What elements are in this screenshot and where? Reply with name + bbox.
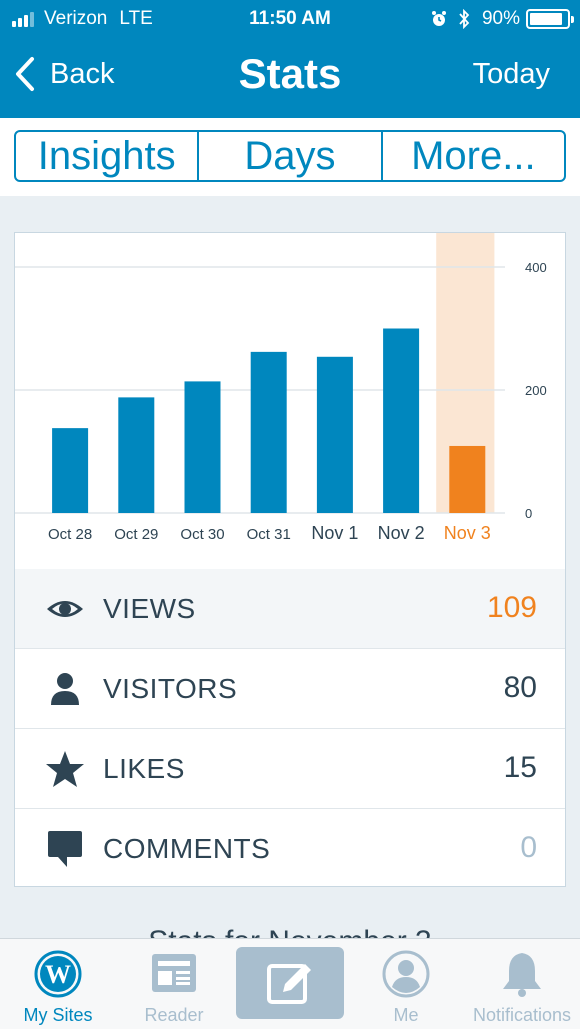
- x-tick-label: Oct 28: [48, 526, 92, 543]
- bar: [449, 445, 486, 513]
- metric-row-visitors[interactable]: VISITORS 80: [15, 649, 565, 729]
- x-tick-label: Oct 31: [247, 526, 291, 543]
- bar: [383, 328, 420, 513]
- nav-bar: Back Stats Today: [0, 38, 580, 118]
- metric-row-views[interactable]: VIEWS 109: [15, 569, 565, 649]
- segment-bar: Insights Days More...: [0, 118, 580, 196]
- y-tick-label: 200: [525, 383, 547, 398]
- wordpress-icon: W: [34, 950, 82, 998]
- tab-me[interactable]: Me: [348, 939, 464, 1029]
- status-right: 90%: [430, 8, 574, 30]
- tab-label: Reader: [144, 1005, 204, 1025]
- tab-label: Me: [393, 1005, 419, 1025]
- y-tick-label: 0: [525, 506, 532, 521]
- back-button[interactable]: Back: [14, 56, 114, 92]
- bluetooth-icon: [459, 9, 470, 29]
- tab-notifications[interactable]: Notifications: [464, 939, 580, 1029]
- x-tick-label: Nov 3: [444, 523, 491, 543]
- x-tick-label: Nov 2: [378, 523, 425, 543]
- page-title: Stats: [238, 50, 342, 97]
- metric-label: VISITORS: [103, 673, 238, 704]
- back-label: Back: [50, 57, 115, 90]
- metric-value: 15: [503, 751, 537, 784]
- today-button[interactable]: Today: [472, 58, 550, 90]
- bar: [316, 356, 353, 513]
- metric-row-likes[interactable]: LIKES 15: [15, 729, 565, 809]
- bell-icon: [503, 953, 541, 997]
- tab-bar: W My Sites Reader Me Not: [0, 938, 580, 1029]
- battery-percent: 90%: [481, 8, 520, 29]
- battery-icon: [526, 9, 574, 29]
- alarm-icon: [431, 11, 446, 26]
- views-bar-chart: 400 200 0 Oct 28 Oct 29 Oct 30 Oct 31 Nov 1 Nov …: [15, 233, 547, 543]
- tab-label: My Sites: [23, 1005, 93, 1025]
- x-tick-label: Nov 1: [311, 523, 358, 543]
- me-icon: [382, 950, 430, 998]
- signal-icon: [12, 11, 36, 27]
- bar: [118, 397, 155, 513]
- x-tick-label: Oct 29: [114, 526, 158, 543]
- tab-reader[interactable]: Reader: [116, 939, 232, 1029]
- reader-icon: [152, 954, 196, 992]
- svg-text:W: W: [45, 960, 71, 989]
- person-icon: [51, 673, 79, 705]
- metric-row-comments[interactable]: COMMENTS 0: [15, 809, 565, 889]
- segment-insights[interactable]: Insights: [37, 134, 176, 178]
- eye-icon: [47, 601, 83, 617]
- tab-my-sites[interactable]: W My Sites: [0, 939, 116, 1029]
- write-icon: [267, 964, 311, 1004]
- bar: [250, 351, 287, 513]
- segment-more[interactable]: More...: [380, 132, 564, 180]
- star-icon: [46, 751, 84, 787]
- metric-label: VIEWS: [103, 593, 196, 624]
- status-bar: Verizon LTE 11:50 AM 90%: [0, 0, 580, 38]
- metric-label: LIKES: [103, 753, 185, 784]
- comment-icon: [48, 831, 82, 867]
- x-tick-label: Oct 30: [180, 526, 224, 543]
- clock: 11:50 AM: [249, 8, 331, 29]
- tab-label: Notifications: [472, 1005, 572, 1025]
- period-segmented-control: Insights Days More...: [14, 130, 566, 182]
- metric-value: 109: [486, 591, 537, 624]
- bar: [184, 381, 221, 513]
- metric-value: 80: [503, 671, 537, 704]
- chevron-left-icon: [16, 57, 34, 91]
- metric-label: COMMENTS: [103, 833, 271, 864]
- segment-days[interactable]: Days: [197, 132, 380, 180]
- network-label: LTE: [119, 8, 153, 29]
- status-left: Verizon LTE: [12, 8, 153, 30]
- bar: [52, 428, 89, 513]
- stats-card: 400 200 0 Oct 28 Oct 29 Oct 30 Oct 31 Nov 1 Nov …: [14, 232, 566, 887]
- write-post-button[interactable]: [236, 947, 344, 1019]
- y-tick-label: 400: [525, 260, 547, 275]
- metric-value: 0: [520, 831, 537, 864]
- carrier-label: Verizon: [44, 8, 108, 29]
